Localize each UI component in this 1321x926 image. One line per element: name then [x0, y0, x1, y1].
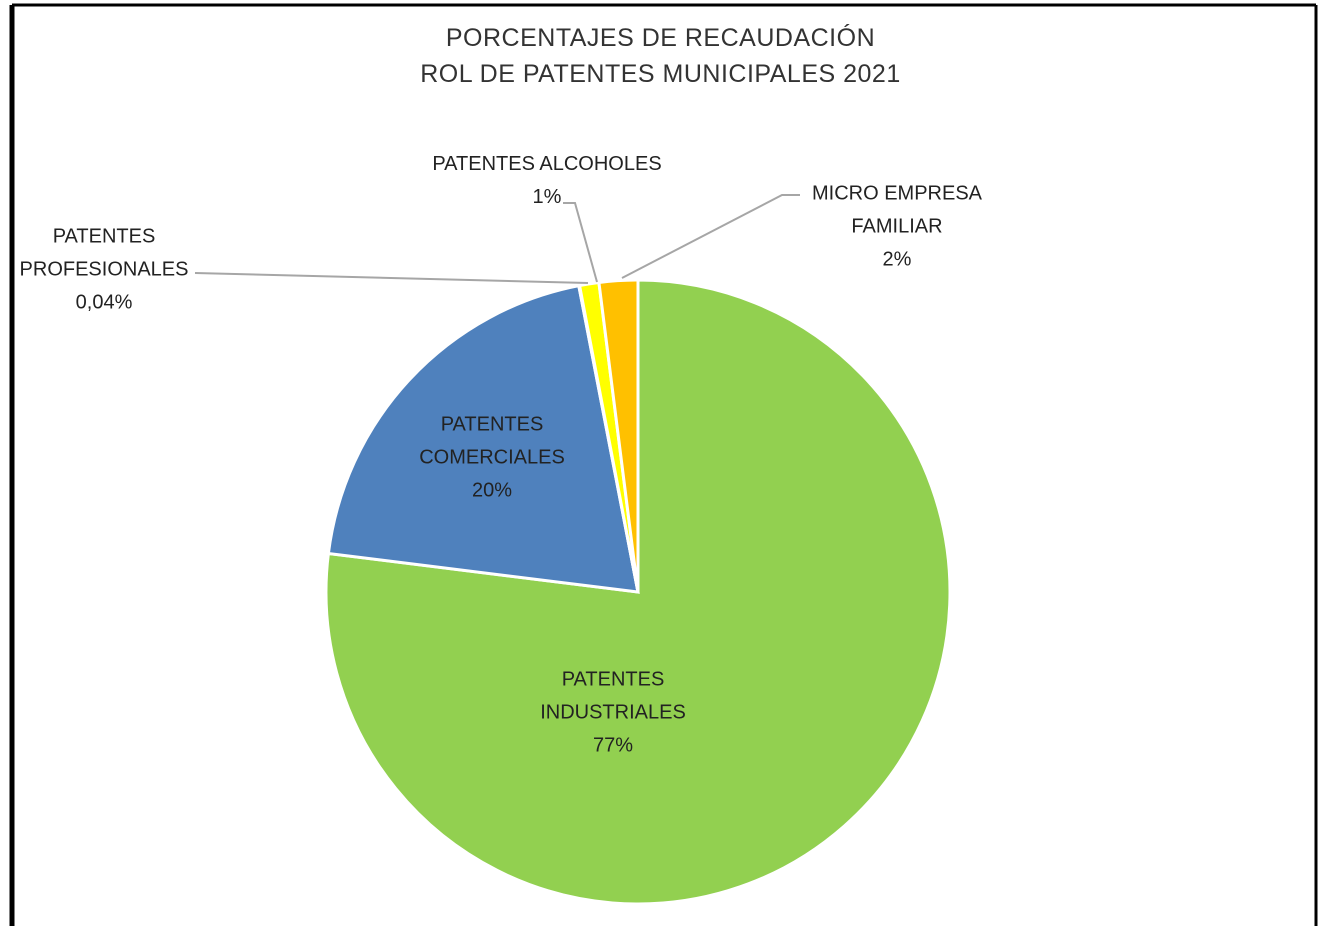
data-label: PATENTES INDUSTRIALES 77% — [513, 664, 713, 763]
value-label: 0,04% — [75, 291, 133, 314]
category-label: PATENTES INDUSTRIALES — [540, 668, 686, 724]
value-label: 2% — [882, 248, 912, 271]
leader-line — [563, 202, 598, 283]
value-label: 1% — [532, 186, 562, 208]
data-label: PATENTES COMERCIALES 20% — [402, 409, 582, 508]
pie-slice — [597, 278, 640, 593]
chart-title: PORCENTAJES DE RECAUDACIÓN — [445, 24, 876, 52]
leader-line — [621, 194, 800, 279]
category-label: MICRO EMPRESA FAMILIAR — [811, 182, 983, 238]
category-label: PATENTES COMERCIALES — [419, 413, 565, 469]
category-label: PATENTES ALCOHOLES — [432, 153, 662, 175]
data-label: PATENTES ALCOHOLES 1% — [397, 148, 697, 214]
leader-line — [194, 272, 589, 284]
pie-slice — [326, 283, 640, 594]
value-label: 20% — [471, 479, 513, 502]
chart-subtitle: ROL DE PATENTES MUNICIPALES 2021 — [420, 60, 901, 88]
data-label: PATENTES PROFESIONALES 0,04% — [4, 221, 204, 320]
category-label: PATENTES PROFESIONALES — [19, 225, 189, 281]
value-label: 77% — [592, 734, 634, 757]
data-label: MICRO EMPRESA FAMILIAR 2% — [797, 178, 997, 277]
